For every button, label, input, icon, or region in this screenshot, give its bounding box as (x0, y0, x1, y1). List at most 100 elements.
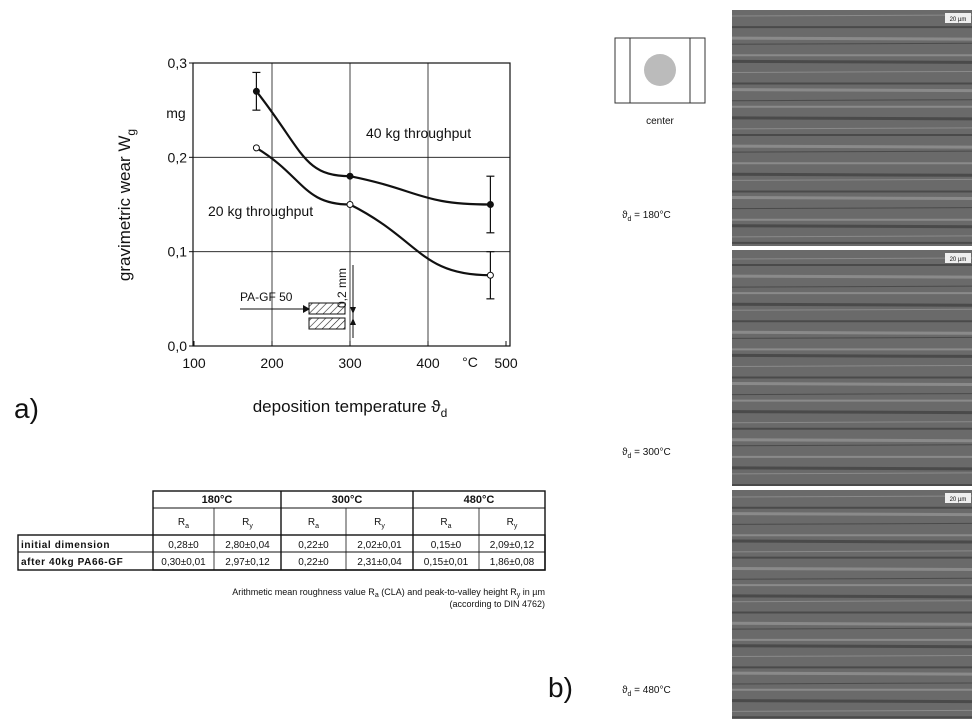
texture (732, 440, 972, 441)
x-axis-title: deposition temperature ϑd (253, 397, 448, 420)
sub-header: Ra (440, 517, 451, 530)
table-cell: 2,80±0,04 (225, 540, 270, 551)
texture (732, 623, 972, 624)
inset-label: PA-GF 50 (240, 290, 293, 304)
page: gravimetric wear Wg mg °C deposition tem… (0, 0, 972, 724)
sub-header-text: R (374, 517, 381, 528)
data-point (487, 272, 493, 278)
texture (732, 412, 972, 413)
sub-header: Ra (178, 517, 189, 530)
table-cell: 0,15±0 (431, 540, 462, 551)
texture (732, 646, 972, 647)
texture (732, 146, 972, 147)
series-line (256, 91, 490, 204)
position-label: center (646, 116, 674, 127)
table-cell: 0,15±0,01 (424, 557, 469, 568)
group-header: 480°C (464, 494, 495, 506)
table-caption: Arithmetic mean roughness value Ra (CLA)… (232, 587, 545, 599)
series-label: 20 kg throughput (208, 203, 313, 219)
y-unit: mg (166, 105, 185, 121)
icon-spot (644, 54, 676, 86)
table-cell: 2,02±0,01 (357, 540, 402, 551)
texture (732, 174, 972, 175)
micrograph-label: ϑd = 180°C (622, 210, 671, 223)
sub-header: Ra (308, 517, 319, 530)
temperature: = 300°C (631, 447, 670, 458)
texture (732, 514, 972, 515)
x-tick-label: 200 (260, 355, 284, 371)
data-point (253, 145, 259, 151)
texture (732, 276, 972, 277)
sub-header: Ry (507, 517, 518, 530)
texture (732, 568, 972, 569)
sub-header-sub: y (381, 523, 385, 530)
texture (732, 468, 972, 469)
series-label: 40 kg throughput (366, 125, 471, 141)
sub-header-sub: y (514, 523, 518, 530)
texture (732, 384, 972, 385)
y-tick-label: 0,1 (168, 244, 188, 260)
group-header: 180°C (202, 494, 233, 506)
sub-header-text: R (507, 517, 514, 528)
sub-header-sub: a (315, 523, 319, 530)
y-tick-label: 0,3 (168, 55, 188, 71)
table-cell: 2,09±0,12 (490, 540, 535, 551)
micrograph-label: ϑd = 300°C (622, 447, 671, 460)
texture (732, 596, 972, 597)
texture (732, 673, 972, 674)
texture (732, 355, 972, 356)
row-header: initial dimension (21, 540, 110, 551)
x-tick-label: 100 (182, 355, 206, 371)
data-point (347, 202, 353, 208)
texture (732, 198, 972, 199)
table-cell: 0,22±0 (298, 557, 329, 568)
x-tick-label: 500 (494, 355, 518, 371)
inset: PA-GF 50 0,2 mm (240, 265, 356, 338)
y-tick-label: 0,0 (168, 338, 188, 354)
x-unit: °C (462, 354, 478, 370)
table-caption: (according to DIN 4762) (449, 599, 545, 609)
texture (732, 304, 972, 305)
x-tick-label: 400 (416, 355, 440, 371)
table-cell: 0,22±0 (298, 540, 329, 551)
scale-label: 20 µm (950, 257, 967, 263)
table-cell: 2,31±0,04 (357, 557, 402, 568)
inset-label: 0,2 mm (335, 268, 349, 308)
scale-label: 20 µm (950, 497, 967, 503)
sub-header-text: R (242, 517, 249, 528)
texture (732, 61, 972, 62)
sub-header-text: R (440, 517, 447, 528)
table-cell: 0,30±0,01 (161, 557, 206, 568)
sub-header-sub: y (249, 523, 253, 530)
sub-header-sub: a (448, 523, 452, 530)
data-point (253, 88, 259, 94)
texture (732, 90, 972, 91)
sub-header-text: R (178, 517, 185, 528)
x-tick-label: 300 (338, 355, 362, 371)
specimen (309, 318, 345, 329)
micrograph (732, 250, 972, 485)
panel-label: a) (14, 393, 39, 424)
texture (732, 541, 972, 542)
group-header: 300°C (332, 494, 363, 506)
scale-label: 20 µm (950, 17, 967, 23)
micrograph-label: ϑd = 480°C (622, 685, 671, 698)
data-point (487, 202, 493, 208)
row-header: after 40kg PA66-GF (21, 557, 123, 568)
table-cell: 0,28±0 (168, 540, 199, 551)
sub-header-sub: a (185, 523, 189, 530)
table-cell: 2,97±0,12 (225, 557, 270, 568)
texture (732, 118, 972, 119)
sub-header: Ry (374, 517, 385, 530)
texture (732, 38, 972, 39)
micrographs: 20 µm ϑd = 180°C 20 µm ϑd = 300°C 20 µm ϑd = … (622, 10, 972, 719)
panel-label: b) (548, 672, 573, 703)
temperature: = 180°C (631, 210, 670, 221)
temperature: = 480°C (631, 685, 670, 696)
sub-header: Ry (242, 517, 253, 530)
table-cell: 1,86±0,08 (490, 557, 535, 568)
texture (732, 332, 972, 333)
texture (732, 226, 972, 227)
y-axis-title: gravimetric wear Wg (115, 129, 138, 281)
